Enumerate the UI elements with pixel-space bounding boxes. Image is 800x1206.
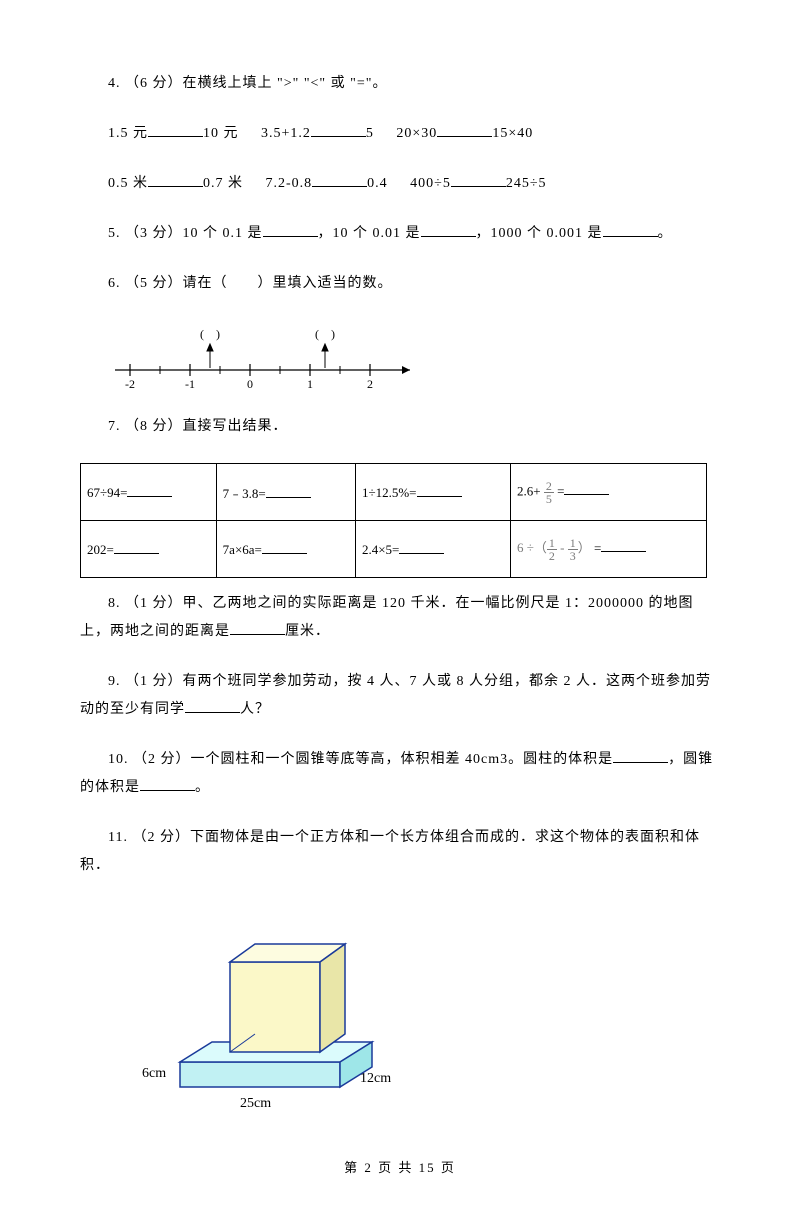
cell: 7﹣3.8= [216,464,355,521]
page-footer: 第 2 页 共 15 页 [80,1157,720,1176]
number-line: -2 -1 0 1 2 ( ) ( ) [110,320,720,395]
table-row: 67÷94= 7﹣3.8= 1÷12.5%= 2.6+ 25 = [81,464,707,521]
q4-r2f: 245÷5 [506,176,547,191]
svg-text:-2: -2 [125,377,135,390]
q4-r1d: 5 [366,126,374,141]
q4-r1c: 3.5+1.2 [261,126,311,141]
q7-title: 7. （8 分）直接写出结果． [80,413,720,441]
cell: 202= [81,521,217,578]
cell: 6 ÷（12 - 13） = [511,521,707,578]
svg-text:1: 1 [307,377,313,390]
q4-r2a: 0.5 米 [108,176,148,191]
q4-row2: 0.5 米 0.7 米 7.2-0.8 0.4 400÷5 245÷5 [80,170,720,198]
q10: 10. （2 分）一个圆柱和一个圆锥等底等高，体积相差 40cm3。圆柱的体积是… [80,746,720,802]
q4-r2e: 400÷5 [410,176,451,191]
cell: 7a×6a= [216,521,355,578]
q4-r1a: 1.5 元 [108,126,148,141]
label-6cm: 6cm [142,1066,166,1081]
label-25cm: 25cm [240,1096,271,1111]
q4-r2c: 7.2-0.8 [266,176,313,191]
svg-text:2: 2 [367,377,373,390]
q4-r1f: 15×40 [492,126,533,141]
cuboid-figure: 6cm 25cm 12cm [140,902,720,1117]
q8: 8. （1 分）甲、乙两地之间的实际距离是 120 千米．在一幅比例尺是 1：2… [80,590,720,646]
q4-r2d: 0.4 [367,176,388,191]
q11: 11. （2 分）下面物体是由一个正方体和一个长方体组合而成的．求这个物体的表面… [80,824,720,880]
q6: 6. （5 分）请在（ ）里填入适当的数。 [80,270,720,298]
cell: 67÷94= [81,464,217,521]
q4-stem: 4. （6 分）在横线上填上 ">" "<" 或 "="。 [80,70,720,98]
svg-text:( ): ( ) [200,327,220,341]
cell: 1÷12.5%= [355,464,510,521]
q4-row1: 1.5 元 10 元 3.5+1.2 5 20×30 15×40 [80,120,720,148]
cell: 2.6+ 25 = [511,464,707,521]
q9: 9. （1 分）有两个班同学参加劳动，按 4 人、7 人或 8 人分组，都余 2… [80,668,720,724]
q4-r1b: 10 元 [203,126,239,141]
label-12cm: 12cm [360,1071,391,1086]
svg-text:0: 0 [247,377,253,390]
q5: 5. （3 分）10 个 0.1 是，10 个 0.01 是，1000 个 0.… [80,220,720,248]
cell: 2.4×5= [355,521,510,578]
calc-table: 67÷94= 7﹣3.8= 1÷12.5%= 2.6+ 25 = 202= 7a… [80,463,707,578]
q4-r2b: 0.7 米 [203,176,243,191]
svg-text:-1: -1 [185,377,195,390]
svg-text:( ): ( ) [315,327,335,341]
q4-r1e: 20×30 [396,126,437,141]
table-row: 202= 7a×6a= 2.4×5= 6 ÷（12 - 13） = [81,521,707,578]
